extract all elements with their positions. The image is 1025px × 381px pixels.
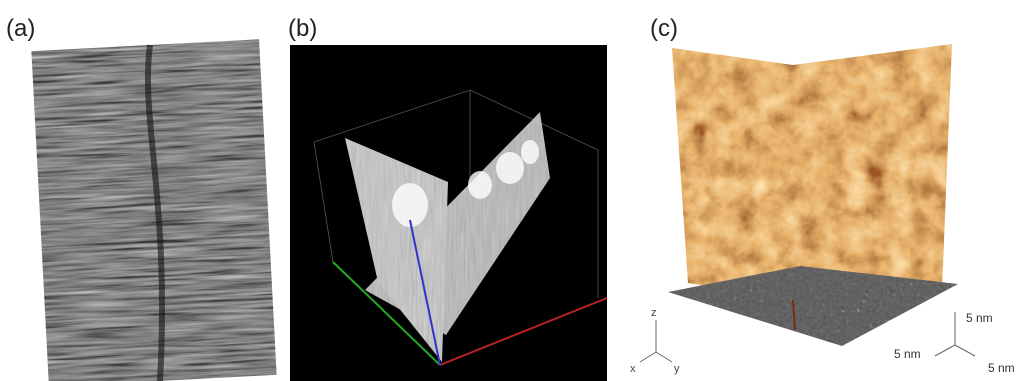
axis-label: z	[651, 307, 657, 319]
panel-a-image	[31, 39, 276, 381]
axis-label: y	[674, 363, 680, 375]
scale-label: 5 nm	[966, 311, 993, 325]
figure: (a) (b) (c)	[0, 0, 1025, 381]
panel-label: (b)	[288, 15, 317, 42]
axis-label: x	[630, 363, 636, 375]
panel-c-image	[668, 44, 958, 346]
scale-label: 5 nm	[988, 361, 1015, 375]
panel-b-image	[290, 45, 607, 381]
panel-label: (c)	[650, 15, 678, 42]
scale-label: 5 nm	[894, 347, 921, 361]
panel-label: (a)	[6, 15, 35, 42]
